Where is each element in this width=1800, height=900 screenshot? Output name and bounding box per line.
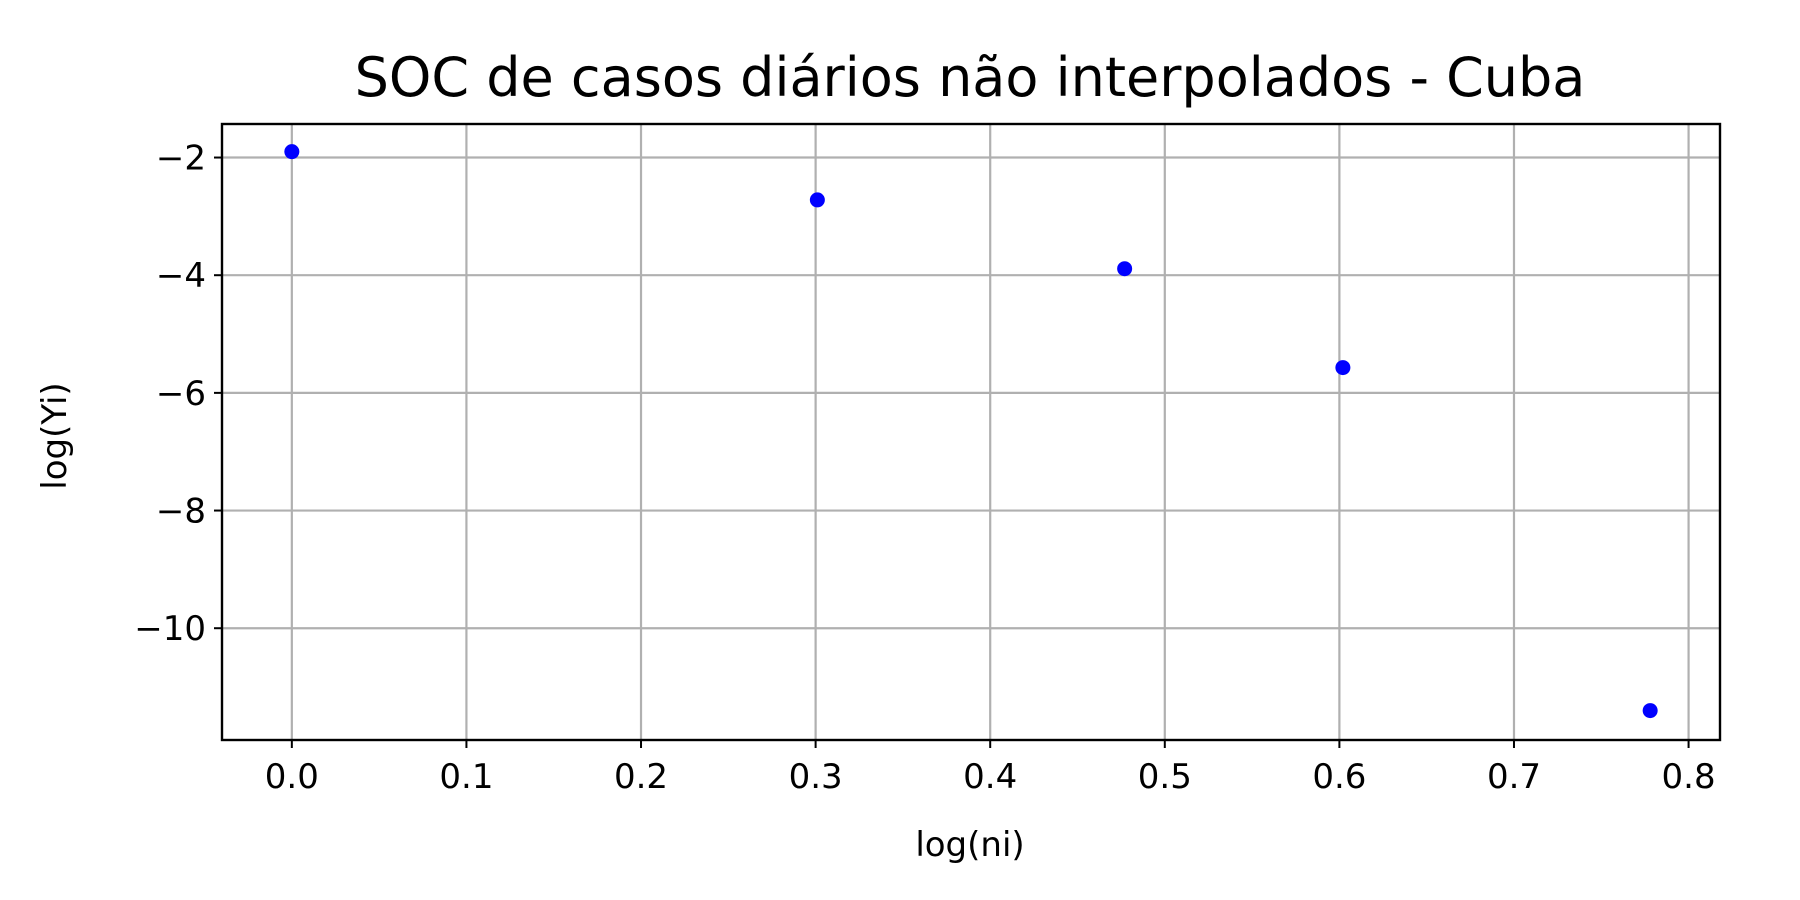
data-point [1335,360,1351,376]
data-point [284,144,300,160]
x-tick-label: 0.6 [1312,757,1366,797]
data-point [809,192,825,208]
data-point [1642,703,1658,719]
y-tick-label: −4 [156,256,206,296]
x-tick-label: 0.0 [265,757,319,797]
y-tick-label: −6 [156,374,206,414]
x-tick-label: 0.5 [1138,757,1192,797]
y-axis-label: log(Yi) [35,382,75,489]
y-tick-label: −10 [134,609,206,649]
grid [222,124,1720,740]
x-tick-label: 0.7 [1487,757,1541,797]
x-tick-label: 0.2 [614,757,668,797]
x-tick-label: 0.4 [963,757,1017,797]
chart-title: SOC de casos diários não interpolados - … [355,46,1586,109]
plot-frame [220,122,1722,742]
x-tick-label: 0.8 [1662,757,1716,797]
data-point [1117,261,1133,277]
x-axis-ticks: 0.0 0.1 0.2 0.3 0.4 0.5 0.6 0.7 0.8 [265,740,1716,797]
x-tick-label: 0.1 [439,757,493,797]
x-axis-label: log(ni) [915,825,1024,865]
y-tick-label: −8 [156,492,206,532]
x-tick-label: 0.3 [789,757,843,797]
y-tick-label: −2 [156,139,206,179]
y-axis-ticks: −2 −4 −6 −8 −10 [134,139,222,649]
data-points [284,144,1658,719]
